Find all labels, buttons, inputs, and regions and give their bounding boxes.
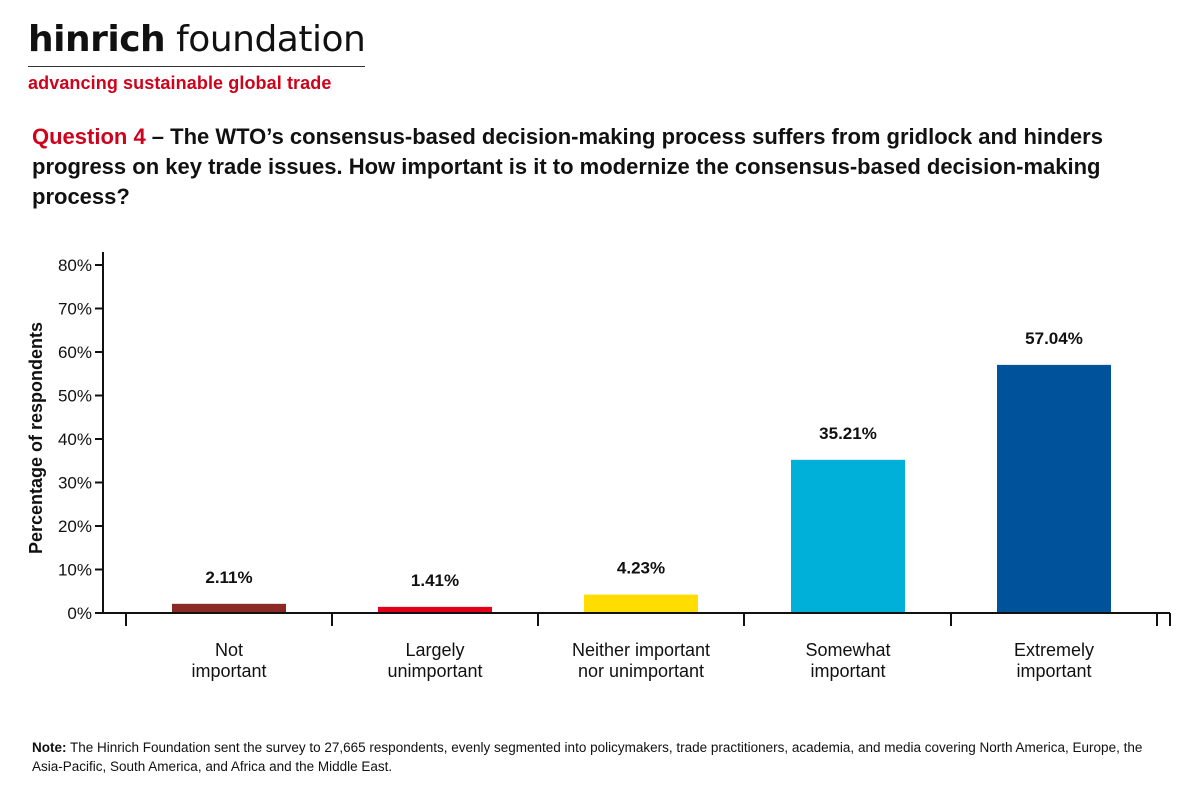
y-tick-label: 20% [58,517,92,536]
question-text: – The WTO’s consensus-based decision-mak… [32,124,1103,209]
data-label: 2.11% [205,568,252,587]
brand-regular: foundation [176,19,366,60]
data-label: 57.04% [1025,329,1083,348]
x-category-label: Somewhat [805,640,890,660]
y-tick-label: 0% [67,604,92,623]
y-tick-label: 40% [58,430,92,449]
data-label: 4.23% [617,559,665,578]
y-tick-label: 30% [58,474,92,493]
y-tick-label: 60% [58,343,92,362]
bar [172,603,286,613]
brand-name: hinrich foundation [28,16,366,67]
question-title: Question 4 – The WTO’s consensus-based d… [32,122,1162,212]
x-category-label: Largely [405,640,464,660]
bar-chart: 0% 10% 20% 30% 40% 50% 60% 70% 80% 2.11% 1.41% 4.2… [26,252,1171,681]
y-axis-ticks: 0% 10% 20% 30% 40% 50% 60% 70% 80% [58,256,103,623]
bar [584,594,698,613]
footnote: Note: The Hinrich Foundation sent the su… [32,738,1172,776]
y-tick-label: 10% [58,561,92,580]
data-labels: 2.11% 1.41% 4.23% 35.21% 57.04% [205,329,1082,590]
x-category-label: unimportant [387,661,482,681]
x-category-label: Neither important [572,640,710,660]
x-category-label: important [191,661,266,681]
logo: hinrich foundation advancing sustainable… [28,16,366,94]
data-label: 35.21% [819,424,877,443]
x-category-label: Extremely [1014,640,1094,660]
brand-bold: hinrich [28,19,166,60]
note-label: Note: [32,740,67,755]
bar [791,459,905,613]
bar [378,606,492,613]
bar [997,364,1111,613]
y-axis-label: Percentage of respondents [26,322,46,554]
x-category-label: important [1016,661,1091,681]
tagline: advancing sustainable global trade [28,73,332,93]
note-text: The Hinrich Foundation sent the survey t… [32,740,1143,774]
bars [172,364,1111,613]
y-tick-label: 80% [58,256,92,275]
y-tick-label: 50% [58,387,92,406]
x-category-label: important [810,661,885,681]
x-category-label: nor unimportant [578,661,704,681]
x-category-label: Not [215,640,243,660]
data-label: 1.41% [411,571,459,590]
y-tick-label: 70% [58,300,92,319]
question-label: Question 4 [32,124,146,149]
